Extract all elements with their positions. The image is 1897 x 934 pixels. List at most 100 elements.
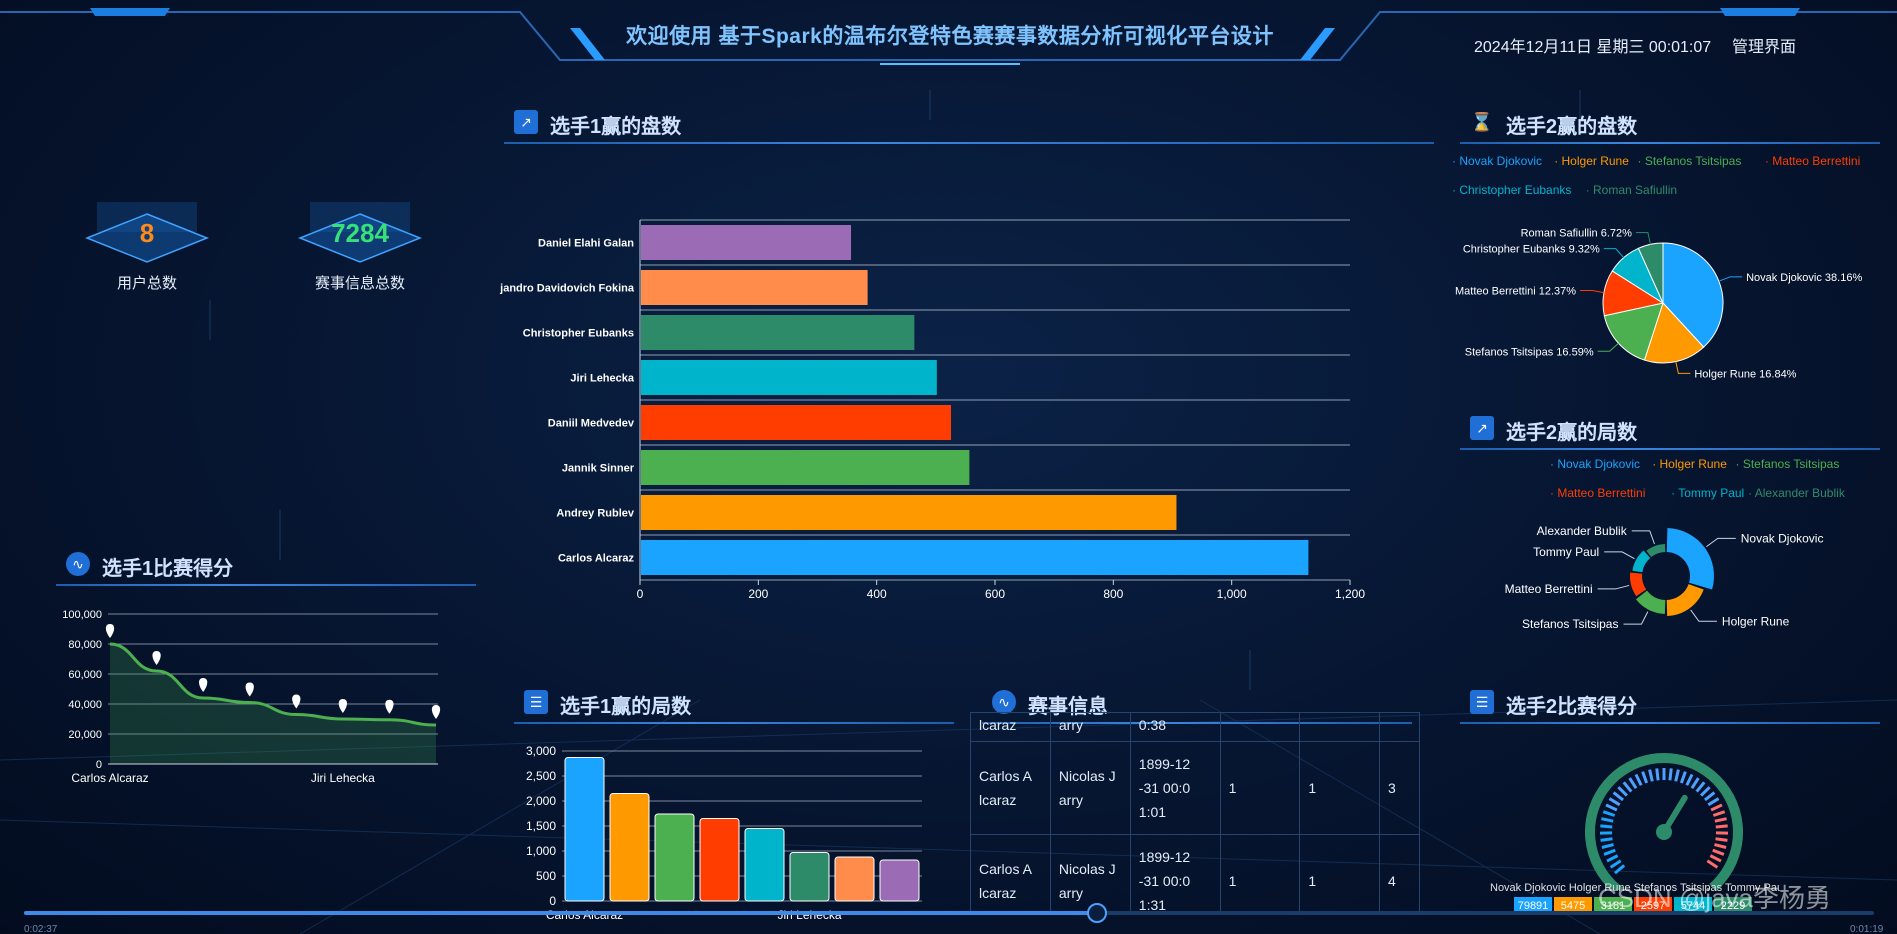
panel-title: 选手1赢的盘数	[550, 116, 682, 138]
bar	[699, 818, 740, 902]
x-tick-label: Carlos Alcaraz	[71, 771, 148, 785]
watermark-text: CSDN @java李杨勇	[1598, 883, 1831, 913]
line-chart-icon: ∿	[992, 690, 1016, 714]
panel-header-p1-games: ☰ 选手1赢的局数	[514, 688, 954, 724]
gauge-tick	[1648, 769, 1654, 782]
video-progress-handle[interactable]	[1087, 903, 1107, 923]
bar	[641, 360, 937, 395]
bar	[641, 540, 1309, 575]
legend-item: · Holger Rune	[1652, 457, 1727, 471]
y-tick-label: 80,000	[68, 639, 102, 651]
gauge-tick	[1609, 859, 1622, 869]
table-cell: 1899-12 -31 00:0 1:31	[1129, 834, 1221, 912]
pie-label-line	[1580, 290, 1604, 294]
header-frame	[0, 8, 1897, 65]
table-cell: lcaraz	[970, 712, 1051, 742]
y-tick-label: 100,000	[62, 609, 102, 621]
chart-p2-wins-sets: · Novak Djokovic · Holger Rune · Stefanos …	[1452, 154, 1862, 380]
gauge-badge: 3181	[1594, 897, 1632, 915]
pie-label: Stefanos Tsitsipas 16.59%	[1465, 346, 1594, 358]
trend-up-icon: ↗	[514, 110, 538, 134]
point-marker	[385, 699, 394, 714]
video-time-remaining: 0:01:19	[1850, 924, 1884, 934]
donut-label-line	[1690, 609, 1717, 622]
gauge-tick	[1685, 773, 1694, 786]
donut-slice	[1635, 590, 1666, 614]
pie-label-line	[1603, 248, 1625, 259]
donut-slice	[1666, 528, 1714, 590]
x-tick-label: 1,200	[1335, 587, 1365, 601]
legend-item: · Roman Safiullin	[1586, 183, 1677, 197]
gauge-tick	[1634, 773, 1643, 786]
y-tick-label: jandro Davidovich Fokina	[499, 283, 635, 295]
point-marker	[152, 651, 161, 665]
video-time-elapsed: 0:02:37	[24, 924, 58, 934]
y-tick-label: 60,000	[68, 669, 102, 681]
bar	[744, 828, 785, 902]
table-cell	[1299, 712, 1381, 742]
legend-item: · Stefanos Tsitsipas	[1736, 457, 1840, 471]
table-cell: 1	[1219, 834, 1301, 912]
point-marker	[199, 678, 208, 692]
gauge-hub	[1656, 824, 1672, 840]
pie-label-line	[1675, 361, 1691, 374]
panel-header-p1-score: ∿ 选手1比赛得分	[56, 550, 476, 586]
panel-title: 选手2比赛得分	[1506, 696, 1638, 718]
y-tick-label: 1,000	[526, 844, 556, 858]
y-tick-label: 0	[549, 894, 556, 908]
pie-label: Novak Djokovic 38.16%	[1746, 272, 1862, 284]
x-tick-label: 200	[748, 587, 768, 601]
user-count-value: 8	[139, 218, 155, 248]
chart-p1-score: 0 20,000 40,000 60,000 80,000 100,000 Carlos A…	[62, 609, 441, 785]
gauge-tick	[1695, 781, 1706, 793]
bar	[641, 270, 868, 305]
bar	[609, 793, 650, 902]
user-count-label: 用户总数	[116, 275, 177, 292]
line-chart-icon: ∿	[66, 552, 90, 576]
y-tick-label: 500	[536, 869, 556, 883]
table-cell	[1379, 712, 1420, 742]
table-cell: Carlos A lcaraz	[970, 834, 1051, 912]
page-title: 欢迎使用 基于Spark的温布尔登特色赛赛事数据分析可视化平台设计	[626, 25, 1274, 48]
gauge-badge: 2229	[1714, 897, 1752, 915]
gauge-badge: 5475	[1554, 897, 1592, 915]
panel-header-p2-score: ☰ 选手2比赛得分	[1460, 688, 1880, 724]
bar	[641, 450, 970, 485]
legend-item: · Alexander Bublik	[1748, 486, 1846, 500]
gauge-tick	[1614, 864, 1626, 875]
donut-slice	[1646, 544, 1666, 558]
table-cell: Carlos A lcaraz	[970, 741, 1051, 835]
panel-header-p2-games: ↗ 选手2赢的局数	[1460, 414, 1880, 450]
bar	[641, 225, 852, 260]
table-row: lcaraz arry 0:38	[970, 712, 1420, 742]
chart-p2-wins-games: · Novak Djokovic · Holger Rune · Stefanos …	[1505, 457, 1846, 631]
stat-user-count: 8 用户总数	[72, 190, 222, 300]
donut-label-line	[1604, 551, 1635, 560]
donut-label: Novak Djokovic	[1741, 531, 1824, 545]
admin-link[interactable]: 管理界面	[1732, 39, 1797, 56]
point-marker	[105, 624, 115, 638]
server-icon: ☰	[524, 690, 548, 714]
bar	[641, 495, 1177, 530]
bar	[834, 856, 875, 902]
legend-item: · Novak Djokovic	[1550, 457, 1640, 471]
pie-slice	[1603, 302, 1664, 361]
gauge-tick	[1715, 837, 1728, 842]
panel-header-p2-sets: ⌛ 选手2赢的盘数	[1460, 108, 1880, 144]
gauge-tick	[1707, 797, 1720, 807]
table-cell: Nicolas J arry	[1049, 834, 1131, 912]
table-cell: arry	[1049, 712, 1131, 742]
stat-match-count: 7284 赛事信息总数	[285, 190, 435, 300]
gauge-tick	[1655, 768, 1660, 781]
x-tick-label: 400	[867, 587, 887, 601]
donut-label: Stefanos Tsitsipas	[1522, 617, 1619, 631]
gauge-tick	[1712, 848, 1725, 856]
y-tick-label: 0	[96, 759, 102, 771]
chart-p2-score-gauge	[1585, 753, 1743, 890]
pie-label: Matteo Berrettini 12.37%	[1455, 286, 1576, 298]
legend-item: · Stefanos Tsitsipas	[1638, 154, 1742, 168]
pie-slice	[1643, 302, 1705, 364]
point-marker	[245, 682, 254, 697]
gauge-player-names: Novak Djokovic Holger Rune Stefanos Tsit…	[1490, 882, 1780, 894]
